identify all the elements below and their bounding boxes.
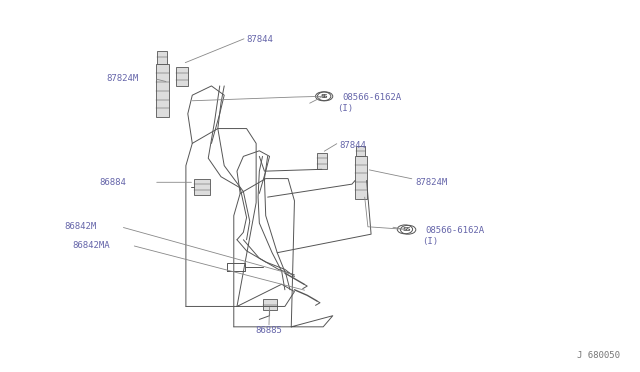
Bar [355,156,367,199]
Text: 08566-6162A: 08566-6162A [342,93,401,102]
Text: S: S [323,94,328,99]
Bar [194,179,210,195]
Text: 86885: 86885 [255,326,282,335]
Bar [356,146,365,156]
Text: 87844: 87844 [339,141,366,150]
Text: 87844: 87844 [246,35,273,44]
Text: 86884: 86884 [100,178,127,187]
Text: (I): (I) [337,104,353,113]
Text: S: S [406,227,410,232]
Bar [317,153,327,169]
Text: 87824M: 87824M [106,74,138,83]
Text: 87824M: 87824M [416,178,448,187]
Text: S: S [321,94,326,99]
Bar [157,51,168,64]
Text: 08566-6162A: 08566-6162A [426,226,484,235]
Text: S: S [403,227,407,232]
Bar [156,64,169,118]
Bar [176,67,188,86]
Text: (I): (I) [422,237,438,246]
Text: 86842M: 86842M [65,222,97,231]
Bar [262,299,276,310]
Text: 86842MA: 86842MA [73,241,111,250]
Text: J 680050: J 680050 [577,351,620,360]
